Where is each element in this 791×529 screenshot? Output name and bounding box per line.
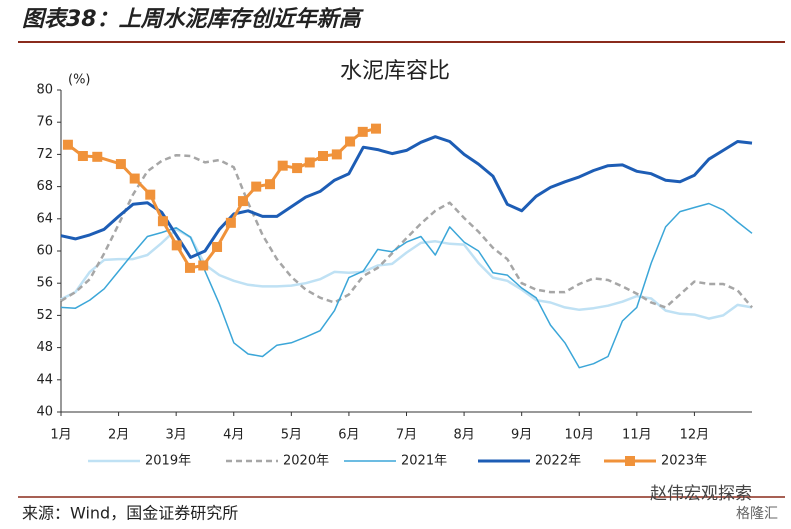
x-tick-label: 10月 — [564, 428, 594, 443]
marker — [331, 149, 342, 160]
watermark-sub: 格隆汇 — [736, 506, 778, 522]
marker — [184, 262, 195, 273]
marker — [157, 216, 168, 227]
marker — [198, 260, 209, 271]
x-tick-label: 8月 — [453, 428, 474, 443]
marker — [370, 123, 381, 134]
x-tick-label: 6月 — [338, 428, 359, 443]
y-tick-label: 64 — [36, 211, 53, 226]
marker — [171, 240, 182, 251]
marker — [304, 157, 315, 168]
y-unit: (%) — [68, 73, 91, 88]
y-tick-label: 44 — [36, 372, 53, 387]
marker — [92, 151, 103, 162]
marker — [212, 241, 223, 252]
x-tick-label: 2月 — [108, 428, 129, 443]
watermark: 赵伟宏观探索 — [650, 484, 752, 504]
y-tick-label: 72 — [36, 147, 53, 162]
marker — [115, 159, 126, 170]
chart-title: 水泥库容比 — [340, 59, 450, 84]
marker — [62, 139, 73, 150]
marker — [357, 126, 368, 137]
marker — [145, 189, 156, 200]
x-tick-label: 3月 — [166, 428, 187, 443]
y-tick-label: 56 — [36, 276, 53, 291]
legend-label: 2019年 — [145, 454, 191, 469]
legend-marker — [625, 456, 635, 466]
y-tick-label: 68 — [36, 179, 53, 194]
x-tick-label: 4月 — [223, 428, 244, 443]
y-tick-label: 60 — [36, 244, 53, 259]
marker — [292, 163, 303, 174]
x-tick-label: 5月 — [281, 428, 302, 443]
legend-label: 2020年 — [283, 454, 329, 469]
marker — [318, 151, 329, 162]
x-tick-label: 9月 — [511, 428, 532, 443]
y-tick-label: 40 — [36, 405, 53, 420]
series-line — [60, 228, 753, 320]
plot: 40 44 48 52 56 60 64 68 72 76 80 1月 2月 3月 4月 5月 6月 7月 8月 9月… — [36, 83, 753, 469]
legend-label: 2023年 — [661, 454, 707, 469]
marker — [277, 160, 288, 171]
source: 来源：Wind，国金证券研究所 — [22, 504, 238, 523]
series-line — [60, 135, 753, 259]
series-line — [60, 153, 753, 309]
marker — [265, 179, 276, 190]
y-tick-label: 48 — [36, 340, 53, 355]
header-title: 图表38：上周水泥库存创近年新高 — [22, 6, 365, 32]
y-tick-label: 80 — [36, 83, 53, 98]
x-tick-label: 12月 — [680, 428, 710, 443]
legend-label: 2022年 — [535, 454, 581, 469]
marker — [225, 217, 236, 228]
series-line — [60, 202, 753, 369]
x-tick-label: 7月 — [396, 428, 417, 443]
marker — [129, 173, 140, 184]
legend-label: 2021年 — [401, 454, 447, 469]
y-tick-label: 52 — [36, 308, 53, 323]
marker — [77, 151, 88, 162]
x-tick-label: 1月 — [50, 428, 71, 443]
x-tick-label: 11月 — [622, 428, 652, 443]
marker — [251, 181, 262, 192]
marker — [237, 196, 248, 207]
marker — [345, 136, 356, 147]
y-tick-label: 76 — [36, 115, 53, 130]
